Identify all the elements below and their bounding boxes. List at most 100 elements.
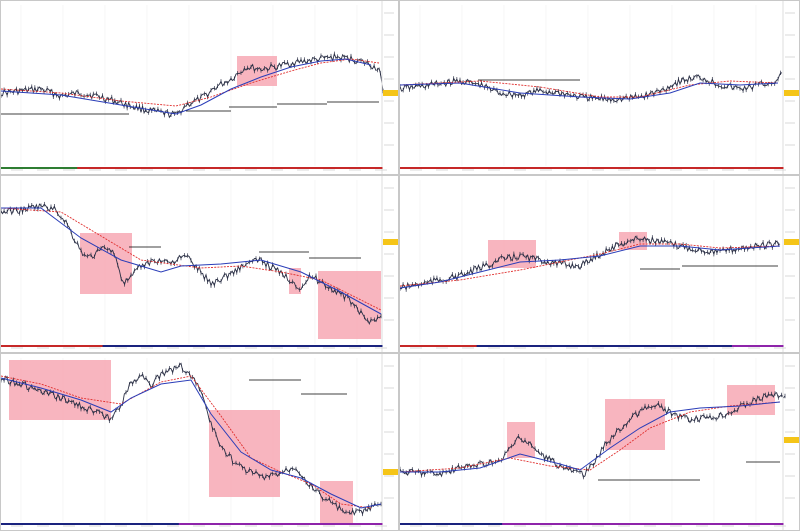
chart-canvas[interactable] bbox=[400, 354, 800, 531]
period-color-segment bbox=[51, 523, 78, 525]
period-color-segment bbox=[553, 167, 580, 169]
period-color-segment bbox=[527, 345, 554, 347]
period-color-segment bbox=[451, 345, 478, 347]
period-color-segment bbox=[178, 345, 205, 347]
chart-canvas[interactable] bbox=[400, 176, 800, 353]
period-color-segment bbox=[51, 167, 78, 169]
period-color-segment bbox=[356, 345, 383, 347]
period-color-segment bbox=[604, 167, 631, 169]
period-color-segment bbox=[305, 345, 332, 347]
current-price-tag bbox=[383, 239, 398, 245]
period-color-segment bbox=[1, 523, 27, 525]
fast-moving-average bbox=[1, 207, 382, 315]
slow-moving-average bbox=[1, 58, 380, 107]
period-color-segment bbox=[731, 345, 758, 347]
period-color-segment bbox=[178, 523, 205, 525]
chart-canvas[interactable] bbox=[1, 354, 399, 531]
period-color-segment bbox=[255, 167, 281, 169]
period-color-segment bbox=[527, 167, 554, 169]
period-color-segment bbox=[425, 167, 452, 169]
period-color-segment bbox=[229, 345, 256, 347]
period-color-segment bbox=[400, 167, 427, 169]
period-color-segment bbox=[153, 523, 180, 525]
period-color-segment bbox=[280, 345, 307, 347]
current-price-tag bbox=[784, 239, 799, 245]
period-color-segment bbox=[356, 167, 383, 169]
period-color-segment bbox=[153, 345, 180, 347]
price-candles bbox=[1, 362, 382, 516]
chart-pane-middle-right[interactable] bbox=[399, 175, 800, 353]
slow-moving-average bbox=[1, 375, 372, 509]
period-color-segment bbox=[400, 345, 427, 347]
period-color-segment bbox=[77, 345, 104, 347]
period-color-segment bbox=[204, 523, 231, 525]
period-color-segment bbox=[102, 167, 129, 169]
period-color-segment bbox=[153, 167, 180, 169]
period-color-segment bbox=[502, 523, 529, 525]
period-color-segment bbox=[1, 345, 27, 347]
period-color-segment bbox=[706, 345, 733, 347]
period-color-segment bbox=[629, 345, 656, 347]
chart-pane-bottom-right[interactable] bbox=[399, 353, 800, 531]
period-color-segment bbox=[425, 345, 452, 347]
period-color-segment bbox=[629, 167, 656, 169]
chart-canvas[interactable] bbox=[400, 1, 800, 175]
period-color-segment bbox=[128, 523, 154, 525]
period-color-segment bbox=[229, 523, 256, 525]
period-color-segment bbox=[578, 167, 605, 169]
highlight-zone bbox=[9, 360, 111, 420]
period-color-segment bbox=[629, 523, 656, 525]
period-color-segment bbox=[331, 523, 358, 525]
period-color-segment bbox=[553, 523, 580, 525]
period-color-segment bbox=[655, 523, 682, 525]
period-color-segment bbox=[26, 167, 53, 169]
period-color-segment bbox=[255, 345, 281, 347]
period-color-segment bbox=[655, 345, 682, 347]
period-color-segment bbox=[204, 167, 231, 169]
period-color-segment bbox=[331, 345, 358, 347]
period-color-segment bbox=[476, 167, 503, 169]
chart-pane-middle-left[interactable] bbox=[0, 175, 399, 353]
period-color-segment bbox=[102, 523, 129, 525]
highlight-zone bbox=[605, 399, 665, 450]
period-color-segment bbox=[1, 167, 27, 169]
period-color-segment bbox=[757, 345, 784, 347]
period-color-segment bbox=[77, 167, 104, 169]
chart-pane-top-right[interactable] bbox=[399, 0, 800, 175]
highlight-zone bbox=[80, 233, 132, 294]
period-color-segment bbox=[280, 167, 307, 169]
period-color-segment bbox=[255, 523, 281, 525]
chart-pane-top-left[interactable] bbox=[0, 0, 399, 175]
slow-moving-average bbox=[400, 401, 781, 473]
chart-canvas[interactable] bbox=[1, 1, 399, 175]
period-color-segment bbox=[128, 345, 154, 347]
highlight-zone bbox=[209, 410, 280, 497]
period-color-segment bbox=[706, 167, 733, 169]
period-color-segment bbox=[731, 167, 758, 169]
period-color-segment bbox=[451, 167, 478, 169]
period-color-segment bbox=[280, 523, 307, 525]
period-color-segment bbox=[578, 523, 605, 525]
current-price-tag bbox=[784, 437, 799, 443]
highlight-zone bbox=[488, 240, 536, 268]
slow-moving-average bbox=[400, 80, 779, 98]
period-color-segment bbox=[178, 167, 205, 169]
period-color-segment bbox=[305, 523, 332, 525]
period-color-segment bbox=[502, 167, 529, 169]
period-color-segment bbox=[26, 523, 53, 525]
chart-canvas[interactable] bbox=[1, 176, 399, 353]
period-color-segment bbox=[706, 523, 733, 525]
price-candles bbox=[400, 235, 781, 291]
period-color-segment bbox=[757, 523, 784, 525]
period-color-segment bbox=[26, 345, 53, 347]
period-color-segment bbox=[77, 523, 104, 525]
period-color-segment bbox=[680, 523, 707, 525]
period-color-segment bbox=[128, 167, 154, 169]
highlight-zone bbox=[727, 385, 775, 415]
chart-pane-bottom-left[interactable] bbox=[0, 353, 399, 531]
fast-moving-average bbox=[400, 82, 779, 100]
period-color-segment bbox=[400, 523, 427, 525]
period-color-segment bbox=[229, 167, 256, 169]
period-color-segment bbox=[604, 523, 631, 525]
